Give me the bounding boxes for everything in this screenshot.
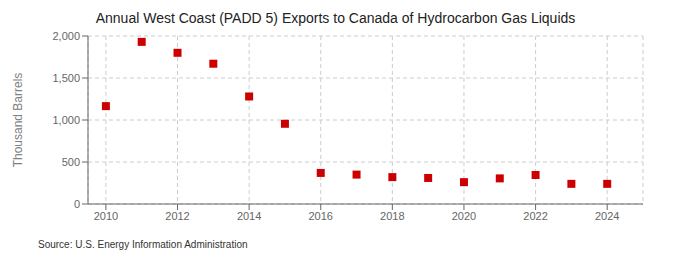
svg-text:2024: 2024 <box>595 210 619 222</box>
svg-text:2012: 2012 <box>165 210 189 222</box>
svg-text:2,000: 2,000 <box>52 30 80 42</box>
svg-text:1,000: 1,000 <box>52 114 80 126</box>
svg-text:2018: 2018 <box>380 210 404 222</box>
svg-text:Thousand Barrels: Thousand Barrels <box>11 73 25 168</box>
svg-text:2022: 2022 <box>523 210 547 222</box>
svg-text:2016: 2016 <box>308 210 332 222</box>
svg-text:1,500: 1,500 <box>52 72 80 84</box>
svg-text:2014: 2014 <box>237 210 261 222</box>
svg-text:0: 0 <box>74 198 80 210</box>
svg-text:2020: 2020 <box>452 210 476 222</box>
html-text:Annual West Coast (PADD 5) Exp: Annual West Coast (PADD 5) Exports to Ca… <box>95 10 576 26</box>
html-text:Source: U.S. Energy Informatio: Source: U.S. Energy Information Administ… <box>38 239 248 250</box>
svg-text:2010: 2010 <box>94 210 118 222</box>
svg-text:500: 500 <box>62 156 80 168</box>
